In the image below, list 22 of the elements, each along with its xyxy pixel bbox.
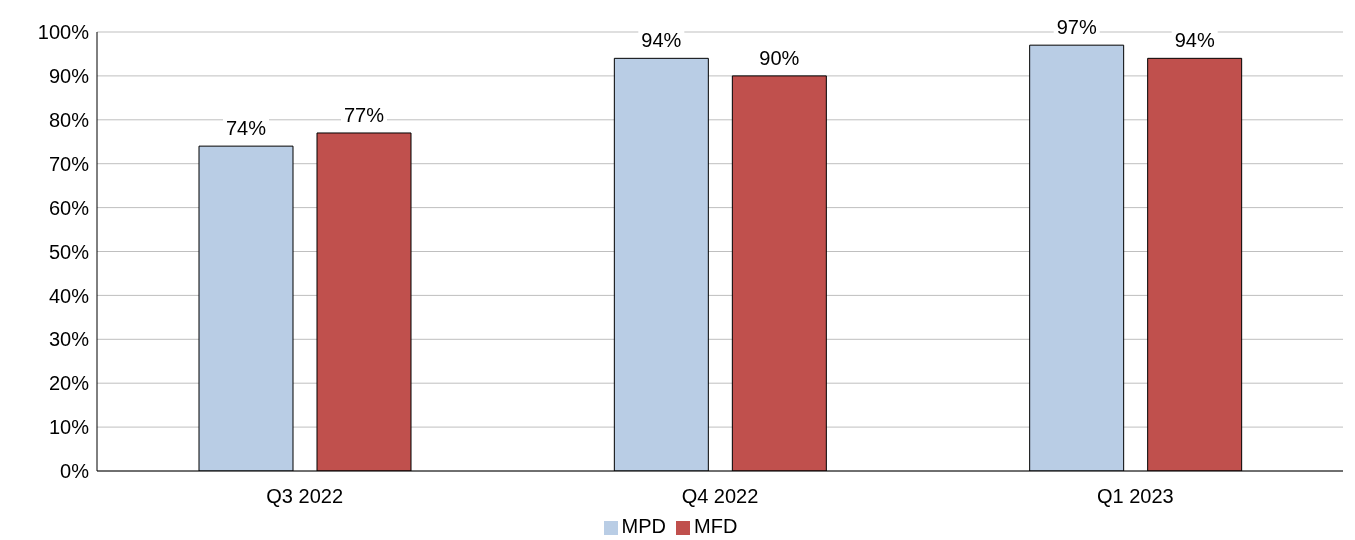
x-tick-label: Q4 2022	[681, 485, 759, 508]
data-label: 94%	[1174, 29, 1215, 52]
y-tick-label: 50%	[48, 240, 90, 263]
data-label: 97%	[1056, 16, 1097, 39]
y-tick-label: 20%	[48, 372, 90, 395]
data-label: 77%	[343, 103, 385, 126]
y-tick-label: 60%	[48, 196, 90, 219]
y-tick-label: 100%	[37, 21, 90, 44]
data-label: 90%	[759, 46, 800, 69]
y-tick-label: 90%	[48, 65, 90, 87]
legend-label: MPD	[621, 515, 667, 537]
y-tick-label: 40%	[48, 284, 90, 307]
y-tick-label: 70%	[48, 152, 90, 175]
y-tick-label: 80%	[48, 108, 90, 131]
y-tick-label: 10%	[48, 416, 90, 439]
y-tick-label: 30%	[48, 328, 90, 351]
data-label: 74%	[225, 117, 267, 140]
x-tick-label: Q1 2023	[1096, 485, 1174, 508]
legend-label: MFD	[694, 515, 738, 537]
x-tick-label: Q3 2022	[266, 485, 344, 508]
y-tick-label: 0%	[60, 460, 90, 483]
data-label: 94%	[641, 29, 682, 52]
